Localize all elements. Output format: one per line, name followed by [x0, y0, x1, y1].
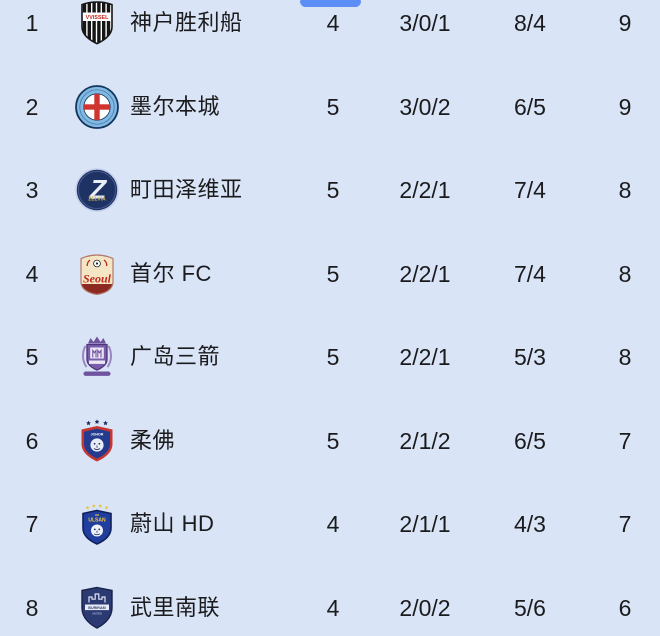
- points: 8: [618, 177, 632, 203]
- rank-label: 3: [25, 177, 39, 203]
- points: 8: [618, 261, 632, 287]
- team-name: 广岛三箭: [130, 344, 221, 369]
- team-logo-fc-seoul-icon: Seoul: [74, 251, 120, 297]
- games-played: 5: [326, 428, 340, 454]
- rank-label: 8: [25, 595, 39, 621]
- svg-text:UNITED: UNITED: [92, 611, 102, 615]
- games-played: 4: [326, 595, 340, 621]
- table-row[interactable]: 8 BURIRAM UNITED 武里南联 4 2/0/2 5/6 6: [0, 580, 660, 636]
- goals-for-against: 5/6: [514, 595, 546, 621]
- table-row[interactable]: 7 HD ULSAN 蔚山 HD 4 2/1/1 4/3 7: [0, 496, 660, 552]
- win-draw-loss: 2/1/2: [399, 428, 451, 454]
- svg-text:HD: HD: [95, 513, 100, 517]
- games-played: 5: [326, 94, 340, 120]
- svg-text:VVISSEL: VVISSEL: [86, 15, 109, 21]
- team-logo-machida-zelvia-icon: Z ZELVIA: [74, 167, 120, 213]
- table-row[interactable]: 6 JOHOR 柔佛 5 2/1/2 6/5 7: [0, 413, 660, 469]
- points: 9: [618, 94, 632, 120]
- team-logo-melbourne-city-icon: [74, 84, 120, 130]
- games-played: 5: [326, 344, 340, 370]
- team-name: 神户胜利船: [130, 10, 243, 35]
- svg-text:ZELVIA: ZELVIA: [88, 197, 106, 203]
- rank-label: 1: [25, 10, 39, 36]
- games-played: 5: [326, 177, 340, 203]
- points: 6: [618, 595, 632, 621]
- points: 8: [618, 344, 632, 370]
- games-played: 4: [326, 511, 340, 537]
- svg-text:JOHOR: JOHOR: [91, 433, 104, 437]
- team-logo-vissel-kobe-icon: VVISSEL: [74, 0, 120, 46]
- goals-for-against: 7/4: [514, 177, 546, 203]
- selected-tab-indicator: [300, 0, 361, 7]
- rank-label: 7: [25, 511, 39, 537]
- team-logo-sanfrecce-hiroshima-icon: [74, 334, 120, 380]
- points: 7: [618, 428, 632, 454]
- win-draw-loss: 2/2/1: [399, 177, 451, 203]
- table-row[interactable]: 3 Z ZELVIA 町田泽维亚 5 2/2/1 7/4 8: [0, 162, 660, 218]
- team-logo-ulsan-hd-icon: HD ULSAN: [74, 501, 120, 547]
- points: 9: [618, 10, 632, 36]
- team-name: 町田泽维亚: [130, 177, 243, 202]
- win-draw-loss: 2/0/2: [399, 595, 451, 621]
- team-name: 蔚山 HD: [130, 511, 215, 536]
- svg-text:ULSAN: ULSAN: [88, 518, 106, 524]
- rank-label: 5: [25, 344, 39, 370]
- win-draw-loss: 2/2/1: [399, 261, 451, 287]
- games-played: 4: [326, 10, 340, 36]
- table-row[interactable]: 5 广岛三箭 5 2/2/1 5/3 8: [0, 329, 660, 385]
- goals-for-against: 8/4: [514, 10, 546, 36]
- team-name: 柔佛: [130, 428, 176, 453]
- win-draw-loss: 2/1/1: [399, 511, 451, 537]
- goals-for-against: 7/4: [514, 261, 546, 287]
- win-draw-loss: 2/2/1: [399, 344, 451, 370]
- win-draw-loss: 3/0/1: [399, 10, 451, 36]
- points: 7: [618, 511, 632, 537]
- team-name: 首尔 FC: [130, 261, 212, 286]
- rank-label: 4: [25, 261, 39, 287]
- team-name: 武里南联: [130, 595, 221, 620]
- team-logo-buriram-united-icon: BURIRAM UNITED: [74, 585, 120, 631]
- rank-label: 2: [25, 94, 39, 120]
- goals-for-against: 6/5: [514, 428, 546, 454]
- goals-for-against: 4/3: [514, 511, 546, 537]
- goals-for-against: 6/5: [514, 94, 546, 120]
- team-name: 墨尔本城: [130, 94, 221, 119]
- goals-for-against: 5/3: [514, 344, 546, 370]
- rank-label: 6: [25, 428, 39, 454]
- svg-text:Seoul: Seoul: [83, 272, 112, 286]
- svg-text:BURIRAM: BURIRAM: [88, 606, 105, 610]
- table-row[interactable]: 1 VVISSEL 神户胜利船 4 3/0/1 8/4 9: [0, 0, 660, 51]
- table-row[interactable]: 4 Seoul 首尔 FC 5 2/2/1 7/4 8: [0, 246, 660, 302]
- table-row[interactable]: 2 墨尔本城 5 3/0/2 6/5 9: [0, 79, 660, 135]
- team-logo-johor-icon: JOHOR: [74, 418, 120, 464]
- games-played: 5: [326, 261, 340, 287]
- win-draw-loss: 3/0/2: [399, 94, 451, 120]
- svg-text:Z: Z: [89, 175, 108, 205]
